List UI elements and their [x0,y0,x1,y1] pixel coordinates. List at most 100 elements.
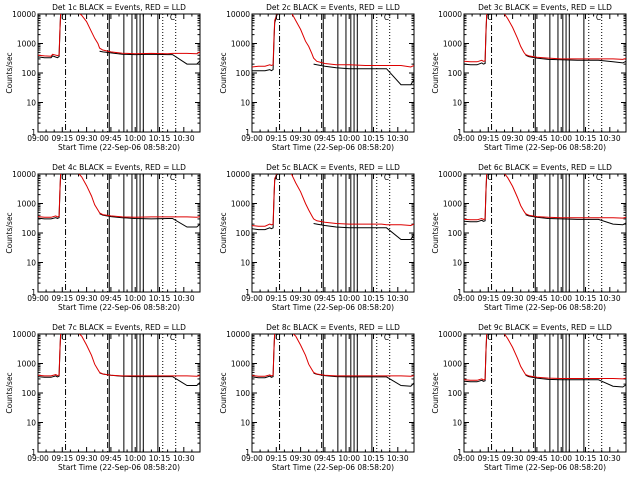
panel-det-4: Det 4c BLACK = Events, RED = LLD 1 10 100 10… [5,163,201,312]
series-lld-line [464,334,626,381]
x-tick-label: 10:30 [599,294,621,303]
chart-title: Det 3c BLACK = Events, RED = LLD [478,3,612,12]
x-tick-label: 10:30 [387,294,409,303]
y-tick-label: 10 [26,419,36,428]
x-tick-label: 09:00 [27,294,49,303]
y-tick-label: 1000 [17,360,36,369]
marker-label: C [384,13,389,22]
x-axis-label: Start Time (22-Sep-06 08:58:20) [272,303,394,312]
y-axis-label: Counts/sec [5,212,14,253]
x-tick-label: 09:00 [27,134,49,143]
y-tick-label: 10 [26,259,36,268]
x-tick-label: 09:15 [477,134,499,143]
y-tick-label: 1000 [231,200,250,209]
marker-label: C [596,333,601,342]
y-tick-label: 10000 [12,170,36,179]
plot-frame [37,173,201,293]
plot-area [252,14,414,132]
chart-title: Det 2c BLACK = Events, RED = LLD [266,3,400,12]
x-tick-label: 09:15 [477,454,499,463]
x-tick-label: 09:45 [314,134,336,143]
panel-det-3: Det 3c BLACK = Events, RED = LLD 1 10 100 10… [431,3,627,152]
x-tick-label: 09:30 [76,134,98,143]
panel-det-9: Det 9c BLACK = Events, RED = LLD 1 10 100 10… [431,323,627,472]
x-tick-label: 10:00 [550,134,572,143]
x-tick-label: 10:15 [575,134,597,143]
chart-title: Det 4c BLACK = Events, RED = LLD [52,163,186,172]
y-tick-label: 10000 [226,10,250,19]
marker-label: C [275,173,280,182]
plot-frame [251,333,415,453]
x-tick-label: 10:30 [599,134,621,143]
y-tick-label: 10000 [12,330,36,339]
y-axis-label: Counts/sec [219,52,228,93]
chart-title: Det 9c BLACK = Events, RED = LLD [478,323,612,332]
chart-title: Det 5c BLACK = Events, RED = LLD [266,163,400,172]
x-tick-label: 09:45 [526,454,548,463]
x-tick-label: 10:15 [149,134,171,143]
y-axis-label: Counts/sec [431,52,440,93]
x-tick-label: 09:15 [265,454,287,463]
panel-det-1: Det 1c BLACK = Events, RED = LLD 1 10 100 10… [5,3,201,152]
plot-area [464,174,626,292]
x-tick-label: 10:30 [173,294,195,303]
x-axis-label: Start Time (22-Sep-06 08:58:20) [484,463,606,472]
x-tick-label: 09:30 [290,454,312,463]
x-axis-label: Start Time (22-Sep-06 08:58:20) [58,303,180,312]
y-tick-label: 1000 [17,40,36,49]
y-tick-label: 1 [31,128,36,137]
x-tick-label: 10:30 [387,454,409,463]
x-tick-label: 09:00 [453,294,475,303]
x-tick-label: 10:30 [387,134,409,143]
marker-label: C [596,13,601,22]
y-tick-label: 100 [448,69,463,78]
y-tick-label: 100 [236,389,251,398]
x-tick-label: 09:30 [76,294,98,303]
y-tick-label: 1000 [17,200,36,209]
x-tick-label: 09:00 [241,134,263,143]
plot-frame [463,333,627,453]
chart-title: Det 6c BLACK = Events, RED = LLD [478,163,612,172]
series-lld-line [38,334,200,377]
x-tick-label: 10:15 [575,294,597,303]
y-tick-label: 10 [26,99,36,108]
x-tick-label: 09:15 [51,294,73,303]
y-tick-label: 1000 [231,360,250,369]
y-tick-label: 1000 [443,360,462,369]
y-tick-label: 10000 [438,170,462,179]
x-tick-label: 09:30 [502,134,524,143]
series-lld-line [464,174,626,221]
x-tick-label: 09:45 [526,294,548,303]
plot-area [252,174,414,292]
y-tick-label: 100 [22,69,37,78]
x-tick-label: 09:30 [76,454,98,463]
y-tick-label: 100 [448,229,463,238]
y-tick-label: 10 [240,419,250,428]
x-tick-label: 09:30 [502,454,524,463]
plot-frame [37,333,201,453]
x-tick-label: 09:30 [290,294,312,303]
y-axis-label: Counts/sec [219,212,228,253]
series-lld-line [252,14,414,68]
plot-frame [463,13,627,133]
y-tick-label: 10000 [438,10,462,19]
series-lld-line [464,14,626,63]
x-tick-label: 09:15 [51,134,73,143]
plot-frame [251,173,415,293]
marker-label: C [487,13,492,22]
y-tick-label: 1 [31,288,36,297]
x-tick-label: 10:00 [124,454,146,463]
x-tick-label: 10:00 [338,134,360,143]
y-tick-label: 10 [452,259,462,268]
panel-det-7: Det 7c BLACK = Events, RED = LLD 1 10 100 10… [5,323,201,472]
series-lld-line [252,174,414,227]
series-events-line [252,14,414,86]
panel-det-5: Det 5c BLACK = Events, RED = LLD 1 10 100 10… [219,163,415,312]
y-tick-label: 10000 [226,170,250,179]
x-tick-label: 09:15 [477,294,499,303]
x-tick-label: 10:15 [149,294,171,303]
x-axis-label: Start Time (22-Sep-06 08:58:20) [272,143,394,152]
x-tick-label: 09:15 [51,454,73,463]
x-axis-label: Start Time (22-Sep-06 08:58:20) [484,303,606,312]
marker-label: C [170,173,175,182]
